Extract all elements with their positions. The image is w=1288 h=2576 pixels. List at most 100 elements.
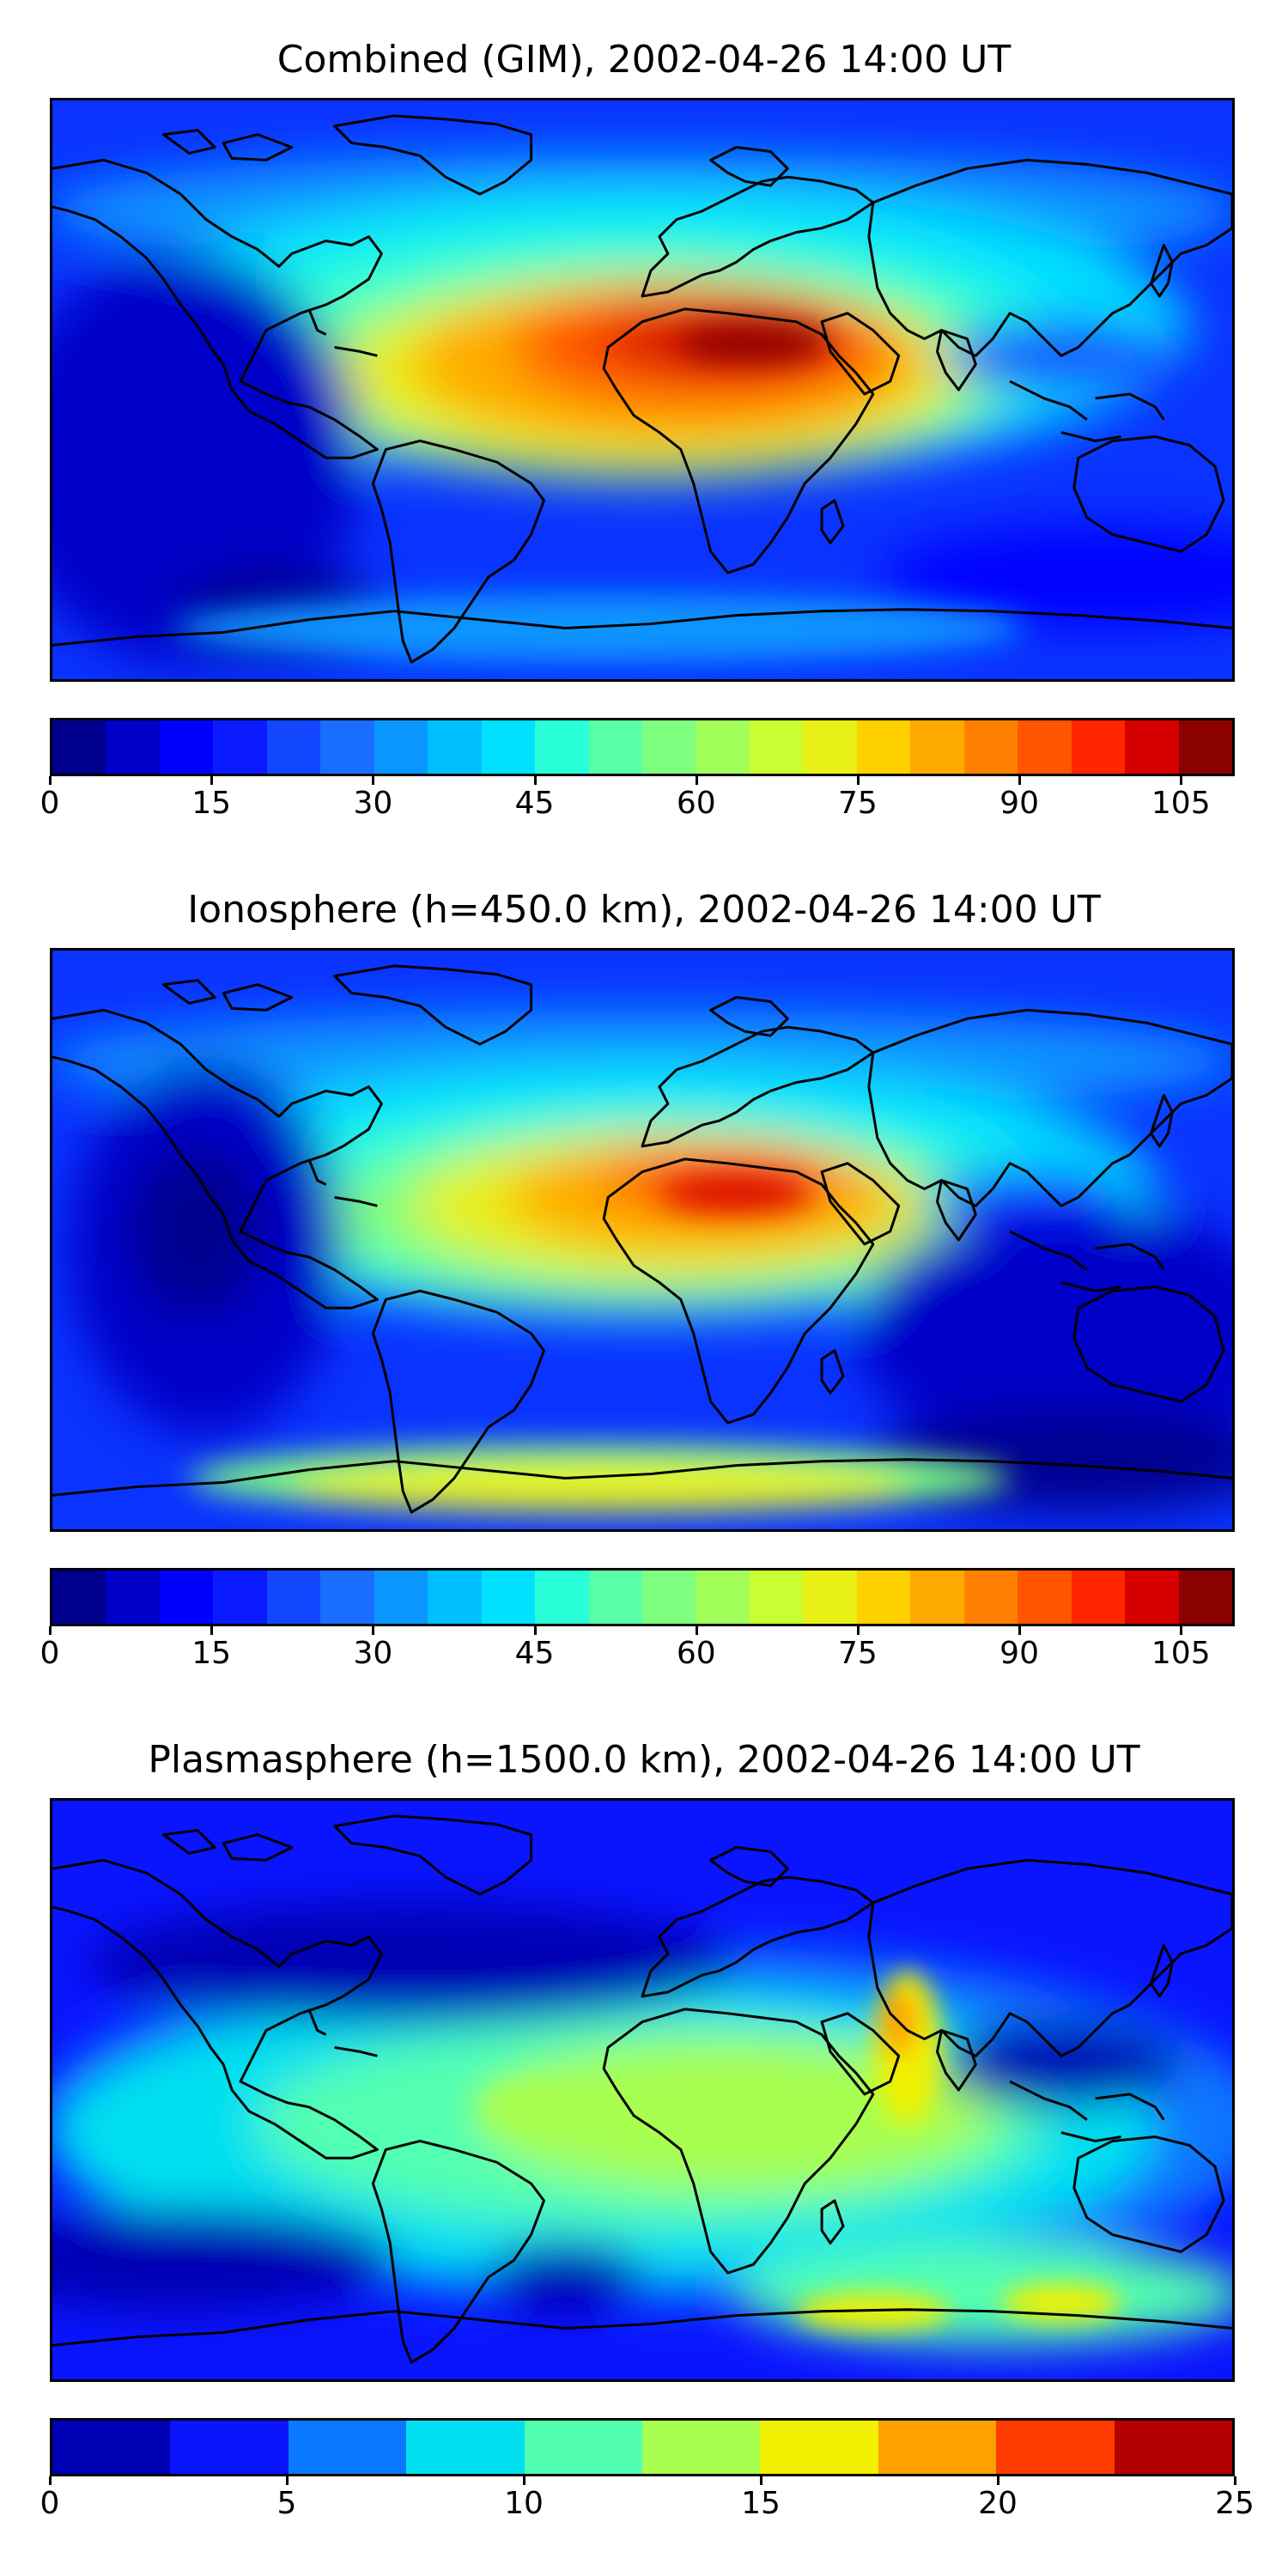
colorbar-swatch [266,1571,322,1624]
colorbar-tick-mark [856,776,860,785]
colorbar-tick-label: 15 [741,2486,781,2521]
colorbar-tick-mark [856,1626,860,1635]
colorbar-ionosphere [50,1568,1235,1626]
colorbar-combined [50,718,1235,776]
colorbar-plasmasphere [50,2418,1235,2476]
colorbar-swatch [696,720,750,774]
colorbar-swatch [406,2421,526,2474]
colorbar-swatch [963,1571,1019,1624]
colorbar-tick-label: 10 [504,2486,544,2521]
colorbar-swatch [428,1571,483,1624]
colorbar-swatch [213,1571,268,1624]
colorbar-swatch [803,1571,858,1624]
tec-field-plasmasphere [52,1801,1232,2379]
colorbar-swatch [760,2421,879,2474]
colorbar-swatch [524,2421,643,2474]
colorbar-swatch [749,1571,805,1624]
colorbar-tick-mark [49,776,52,785]
colorbar-swatch [374,720,429,774]
colorbar-swatch [481,1571,537,1624]
colorbar-tick-label: 0 [39,1636,60,1671]
colorbar-swatch [642,720,697,774]
colorbar-tick-mark [1234,2476,1236,2485]
colorbar-tick-mark [695,776,698,785]
colorbar-swatch [320,1571,375,1624]
colorbar-tick-mark [997,2476,999,2485]
colorbar-tick-label: 105 [1151,786,1211,821]
colorbar-swatch [588,1571,643,1624]
colorbar-tick-label: 105 [1151,1636,1211,1671]
colorbar-swatch [696,1571,750,1624]
colorbar-tick-label: 75 [838,786,878,821]
colorbar-tick-mark [372,776,375,785]
colorbar-tick-mark [1180,776,1183,785]
colorbar-tick-mark [372,1626,375,1635]
colorbar-swatch [996,2421,1115,2474]
colorbar-swatch [1071,720,1127,774]
colorbar-tick-label: 15 [191,786,232,821]
colorbar-swatch [588,720,643,774]
panel-title-combined: Combined (GIM), 2002-04-26 14:00 UT [276,38,1012,82]
colorbar-tick-label: 60 [676,1636,716,1671]
colorbar-swatch [910,1571,965,1624]
colorbar-swatch [52,1571,107,1624]
tec-field-combined [52,100,1232,679]
colorbar-swatch [1178,720,1232,774]
colorbar-swatch [535,720,590,774]
colorbar-swatch [106,1571,161,1624]
colorbar-swatch [213,720,268,774]
colorbar-swatch [159,1571,215,1624]
colorbar-tick-mark [1018,776,1022,785]
colorbar-swatch [1018,1571,1072,1624]
colorbar-swatch [1071,1571,1127,1624]
colorbar-swatch [1114,2421,1232,2474]
colorbar-swatch [878,2421,998,2474]
colorbar-swatch [52,2421,172,2474]
colorbar-swatch [642,2421,762,2474]
colorbar-swatch [749,720,805,774]
colorbar-tick-label: 0 [39,2486,60,2521]
colorbar-tick-mark [1180,1626,1183,1635]
colorbar-tick-mark [695,1626,698,1635]
colorbar-tick-label: 15 [191,1636,232,1671]
colorbar-tick-label: 45 [514,786,555,821]
colorbar-tick-label: 90 [999,786,1039,821]
colorbar-swatch [288,2421,408,2474]
colorbar-swatch [803,720,858,774]
colorbar-swatch [856,1571,912,1624]
colorbar-tick-label: 45 [514,1636,555,1671]
map-combined [50,98,1235,682]
panel-title-ionosphere: Ionosphere (h=450.0 km), 2002-04-26 14:0… [187,888,1101,932]
colorbar-tick-mark [523,2476,526,2485]
colorbar-tick-label: 30 [353,1636,393,1671]
colorbar-tick-mark [210,1626,214,1635]
map-ionosphere [50,948,1235,1532]
colorbar-swatch [1125,720,1180,774]
tec-field-ionosphere [52,951,1232,1529]
colorbar-swatch [535,1571,590,1624]
colorbar-swatch [1178,1571,1232,1624]
colorbar-swatch [910,720,965,774]
colorbar-tick-label: 30 [353,786,393,821]
colorbar-tick-label: 90 [999,1636,1039,1671]
colorbar-swatch [159,720,215,774]
colorbar-tick-mark [286,2476,289,2485]
colorbar-swatch [428,720,483,774]
colorbar-tick-mark [210,776,214,785]
colorbar-tick-mark [533,776,537,785]
colorbar-tick-mark [49,2476,52,2485]
colorbar-tick-mark [1018,1626,1022,1635]
colorbar-swatch [856,720,912,774]
colorbar-swatch [52,720,107,774]
colorbar-tick-label: 25 [1215,2486,1255,2521]
colorbar-tick-label: 5 [276,2486,297,2521]
colorbar-swatch [170,2421,289,2474]
panel-title-plasmasphere: Plasmasphere (h=1500.0 km), 2002-04-26 1… [148,1738,1140,1782]
colorbar-tick-mark [760,2476,762,2485]
colorbar-swatch [481,720,537,774]
colorbar-tick-label: 75 [838,1636,878,1671]
colorbar-swatch [106,720,161,774]
colorbar-swatch [642,1571,697,1624]
colorbar-tick-label: 0 [39,786,60,821]
colorbar-swatch [266,720,322,774]
